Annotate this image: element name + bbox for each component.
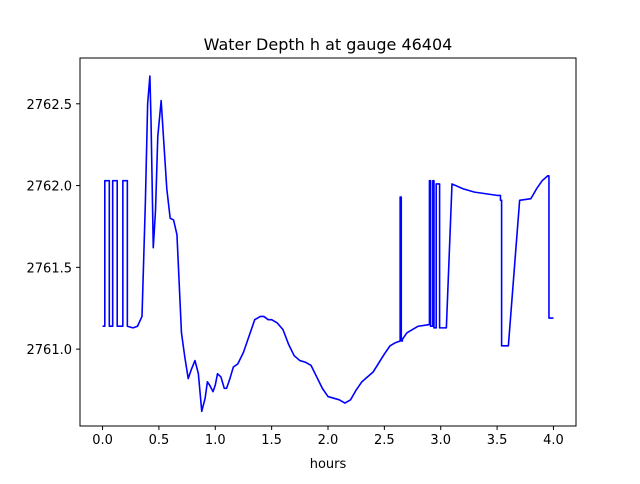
series-line — [102, 75, 554, 413]
chart-title: Water Depth h at gauge 46404 — [204, 35, 453, 54]
axis-ticks: 0.0 0.5 1.0 1.5 2.0 2.5 3.0 3.5 4.0 2761.0 2761.5 2… — [27, 98, 564, 448]
x-tick-label: 2.0 — [318, 433, 339, 448]
plot-area — [102, 75, 554, 413]
y-tick-label: 2762.5 — [27, 98, 73, 113]
x-tick-label: 3.5 — [487, 433, 508, 448]
x-tick-label: 3.0 — [430, 433, 451, 448]
axes-frame — [79, 57, 577, 427]
x-tick-label: 1.5 — [261, 433, 282, 448]
y-tick-label: 2761.5 — [27, 261, 73, 276]
x-tick-label: 1.0 — [205, 433, 226, 448]
x-tick-label: 0.5 — [149, 433, 170, 448]
x-tick-label: 4.0 — [543, 433, 564, 448]
y-tick-label: 2761.0 — [27, 343, 73, 358]
y-tick-label: 2762.0 — [27, 180, 73, 195]
x-tick-label: 2.5 — [374, 433, 395, 448]
x-axis-label: hours — [310, 457, 347, 472]
x-tick-label: 0.0 — [92, 433, 113, 448]
